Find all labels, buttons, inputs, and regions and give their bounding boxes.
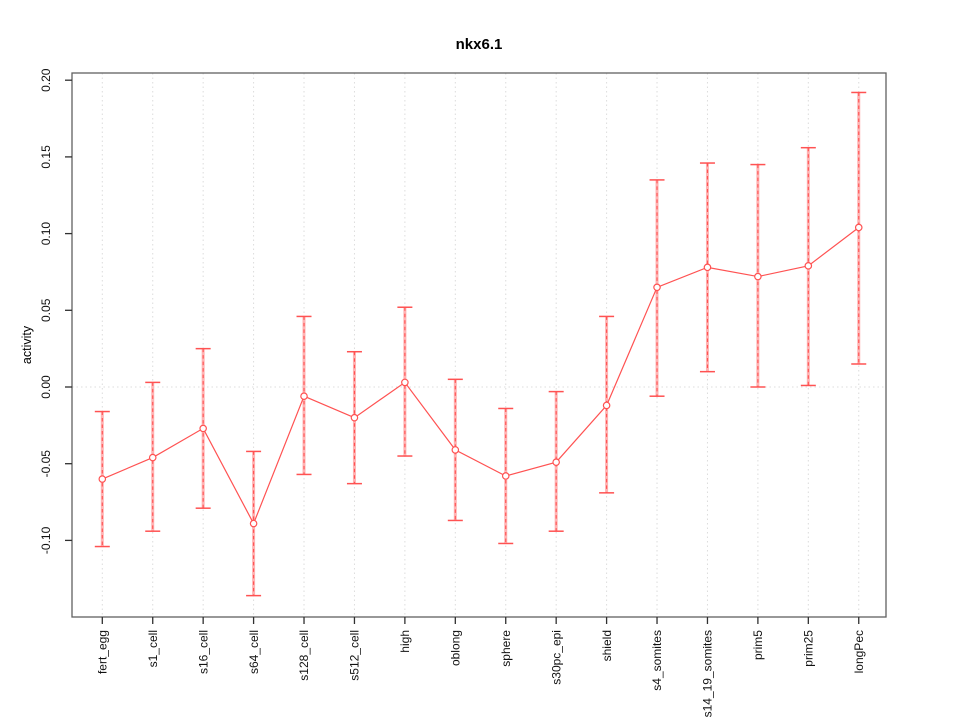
data-point: [350, 413, 359, 422]
data-point: [199, 424, 207, 433]
data-point: [148, 453, 157, 462]
x-tick-label: fert_egg: [96, 630, 110, 674]
x-tick-label: s128_cell: [297, 630, 311, 681]
data-point: [602, 401, 611, 410]
y-tick-label: 0.15: [39, 145, 53, 169]
x-tick-label: s30pc_epi: [549, 630, 563, 685]
y-tick-label: 0.00: [39, 375, 53, 399]
data-point: [401, 378, 409, 387]
y-tick-label: -0.10: [39, 526, 53, 554]
x-tick-label: s16_cell: [196, 630, 210, 674]
y-tick-label: 0.20: [39, 68, 53, 92]
x-tick-label: prim5: [751, 630, 765, 660]
data-point: [854, 223, 863, 232]
x-tick-label: s64_cell: [247, 630, 261, 674]
x-tick-label: longPec: [852, 630, 866, 673]
x-tick-label: high: [398, 630, 412, 653]
x-tick-label: sphere: [499, 630, 513, 667]
x-tick-label: s14_19_somites: [701, 630, 715, 717]
y-tick-label: -0.05: [39, 450, 53, 478]
data-point: [98, 475, 107, 483]
x-tick-label: oblong: [449, 630, 463, 666]
data-point: [653, 283, 661, 292]
x-tick-label: shield: [600, 630, 614, 661]
x-tick-label: s512_cell: [348, 630, 362, 681]
x-tick-label: s1_cell: [146, 630, 160, 667]
data-point: [501, 472, 510, 480]
x-tick-label: s4_somites: [650, 630, 664, 691]
data-point: [249, 519, 258, 528]
y-tick-label: 0.05: [39, 298, 53, 322]
data-point: [300, 392, 308, 401]
plot-border: [71, 72, 887, 618]
x-tick-label: prim25: [802, 630, 816, 667]
data-point: [804, 262, 813, 270]
series-line: [102, 226, 860, 525]
data-point: [451, 446, 460, 454]
y-tick-label: 0.10: [39, 222, 53, 246]
chart-title: nkx6.1: [455, 36, 503, 53]
data-point: [754, 272, 762, 281]
data-point: [703, 263, 712, 272]
data-point: [552, 458, 560, 466]
